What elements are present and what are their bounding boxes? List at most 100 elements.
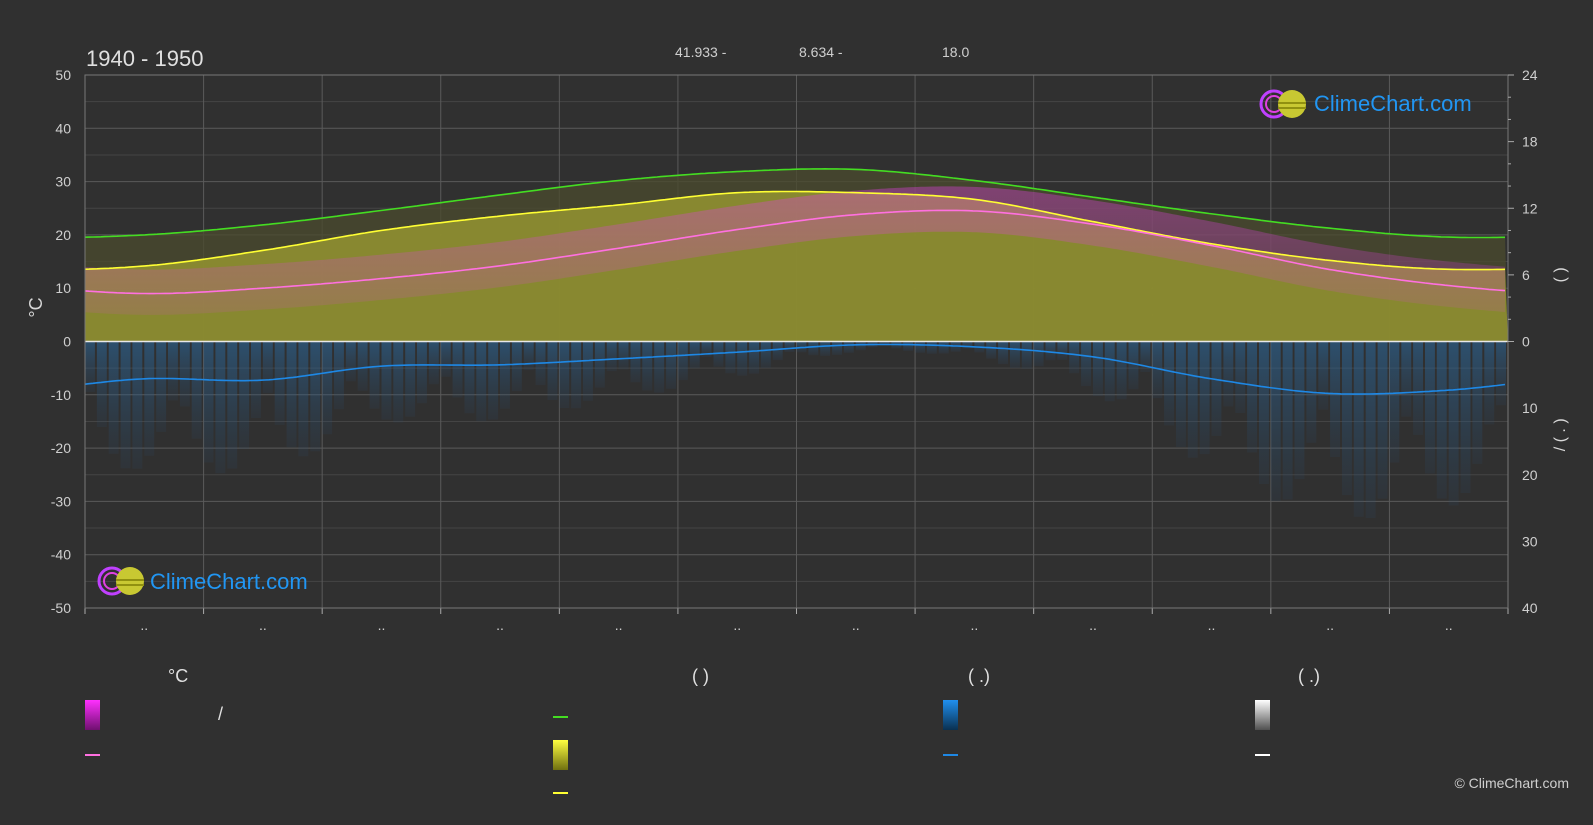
legend-sunshine-swatch bbox=[553, 740, 568, 770]
rain-bar bbox=[1140, 341, 1151, 372]
month-label: .. bbox=[496, 617, 504, 633]
rain-bar bbox=[820, 341, 831, 356]
rain-bar bbox=[1496, 341, 1506, 406]
legend-sun-header: ( ) bbox=[692, 666, 709, 686]
right-top-tick-label: 12 bbox=[1522, 200, 1538, 216]
rain-bar bbox=[666, 341, 676, 389]
rain-bar bbox=[357, 341, 368, 391]
rain-bar bbox=[191, 341, 202, 439]
rain-bar bbox=[108, 341, 119, 454]
left-tick-label: -40 bbox=[51, 547, 71, 563]
rain-bar bbox=[381, 341, 392, 420]
right-top-tick-label: 0 bbox=[1522, 334, 1530, 350]
chart-axes: 50 40 30 20 10 0 -10 -20 -30 -40 -50 °C 24 18 12 6 0 10 20… bbox=[26, 67, 1569, 633]
rain-bar bbox=[855, 341, 866, 351]
rain-bar bbox=[1069, 341, 1080, 374]
rain-bar bbox=[1377, 341, 1388, 499]
month-label: .. bbox=[140, 617, 148, 633]
rain-bar bbox=[998, 341, 1008, 365]
rain-bar bbox=[784, 341, 795, 352]
rain-bar bbox=[1270, 341, 1281, 502]
rain-bar bbox=[96, 341, 107, 427]
right-bottom-tick-label: 30 bbox=[1522, 533, 1538, 549]
rain-bar bbox=[1152, 341, 1163, 399]
rain-bar bbox=[772, 341, 783, 361]
rain-bar bbox=[452, 341, 463, 398]
rain-bar bbox=[393, 341, 404, 423]
rain-bar bbox=[1353, 341, 1364, 517]
rain-line bbox=[84, 343, 1506, 395]
rain-bar bbox=[322, 341, 333, 435]
rain-bar bbox=[215, 341, 226, 474]
rain-bar bbox=[1187, 341, 1198, 458]
rain-bar bbox=[476, 341, 487, 422]
rain-bar bbox=[1021, 341, 1032, 369]
left-tick-label: -30 bbox=[51, 493, 71, 509]
rain-bar bbox=[440, 341, 451, 377]
rain-bar bbox=[571, 341, 582, 409]
left-tick-label: 30 bbox=[55, 174, 71, 190]
month-label: .. bbox=[1208, 617, 1216, 633]
right-top-tick-label: 24 bbox=[1522, 67, 1538, 83]
rain-bar bbox=[417, 341, 427, 404]
longitude-label: 8.634 - bbox=[799, 44, 843, 60]
rain-bar bbox=[85, 341, 95, 392]
climechart-logo-icon bbox=[97, 566, 144, 596]
rain-bar bbox=[903, 341, 914, 351]
month-label: .. bbox=[259, 617, 267, 633]
rain-bar bbox=[1401, 341, 1412, 417]
rain-bar bbox=[262, 341, 273, 394]
rain-bar bbox=[1164, 341, 1174, 426]
rain-bar bbox=[926, 341, 937, 354]
rain-bar bbox=[749, 341, 759, 374]
rain-bar bbox=[203, 341, 214, 463]
legend-daylight-line bbox=[553, 716, 568, 718]
month-label: .. bbox=[1445, 617, 1453, 633]
month-label: .. bbox=[1089, 617, 1097, 633]
left-axis-label: °C bbox=[26, 297, 46, 317]
legend-snow-swatch bbox=[1255, 700, 1270, 730]
legend-temp-mean-line bbox=[85, 754, 100, 756]
rain-bar bbox=[594, 341, 605, 388]
logo-text: ClimeChart.com bbox=[150, 569, 308, 594]
rain-bar bbox=[1318, 341, 1329, 410]
rain-bar bbox=[405, 341, 416, 417]
rain-bar bbox=[488, 341, 499, 420]
legend-snow-header: ( .) bbox=[1298, 666, 1320, 686]
right-top-tick-label: 18 bbox=[1522, 134, 1538, 150]
rain-bar bbox=[583, 341, 593, 401]
rain-bar bbox=[274, 341, 285, 425]
right-bottom-tick-label: 40 bbox=[1522, 600, 1538, 616]
rain-bar bbox=[1199, 341, 1210, 455]
copyright[interactable]: © ClimeChart.com bbox=[1454, 775, 1569, 791]
rain-bar bbox=[464, 341, 475, 414]
rain-bar bbox=[938, 341, 949, 354]
logo-bottom[interactable]: ClimeChart.com bbox=[96, 565, 308, 602]
rain-bar bbox=[606, 341, 617, 372]
rain-bar bbox=[547, 341, 558, 400]
rain-bar bbox=[630, 341, 641, 383]
rain-bar bbox=[618, 341, 629, 370]
rain-bar bbox=[879, 341, 890, 346]
rain-bar bbox=[1413, 341, 1423, 435]
rain-bar bbox=[1259, 341, 1269, 484]
rain-bar bbox=[1389, 341, 1400, 463]
rain-bar bbox=[334, 341, 344, 410]
rain-bar bbox=[179, 341, 190, 407]
legend-rain-header: ( .) bbox=[968, 666, 990, 686]
right-bottom-axis-label: / ( . ) bbox=[1552, 418, 1569, 451]
left-tick-label: 20 bbox=[55, 227, 71, 243]
logo-top[interactable]: ClimeChart.com bbox=[1258, 88, 1472, 125]
rain-bar bbox=[1081, 341, 1091, 387]
legend-temp-range-swatch bbox=[85, 700, 100, 730]
rain-bar bbox=[760, 341, 771, 368]
rain-bar bbox=[1211, 341, 1222, 436]
rain-bar bbox=[832, 341, 842, 355]
chart-title: 1940 - 1950 bbox=[86, 46, 204, 71]
rain-bar bbox=[132, 341, 143, 469]
rain-bar bbox=[1282, 341, 1293, 500]
rain-bar bbox=[962, 341, 973, 349]
month-label: .. bbox=[733, 617, 741, 633]
rain-bar bbox=[986, 341, 997, 359]
